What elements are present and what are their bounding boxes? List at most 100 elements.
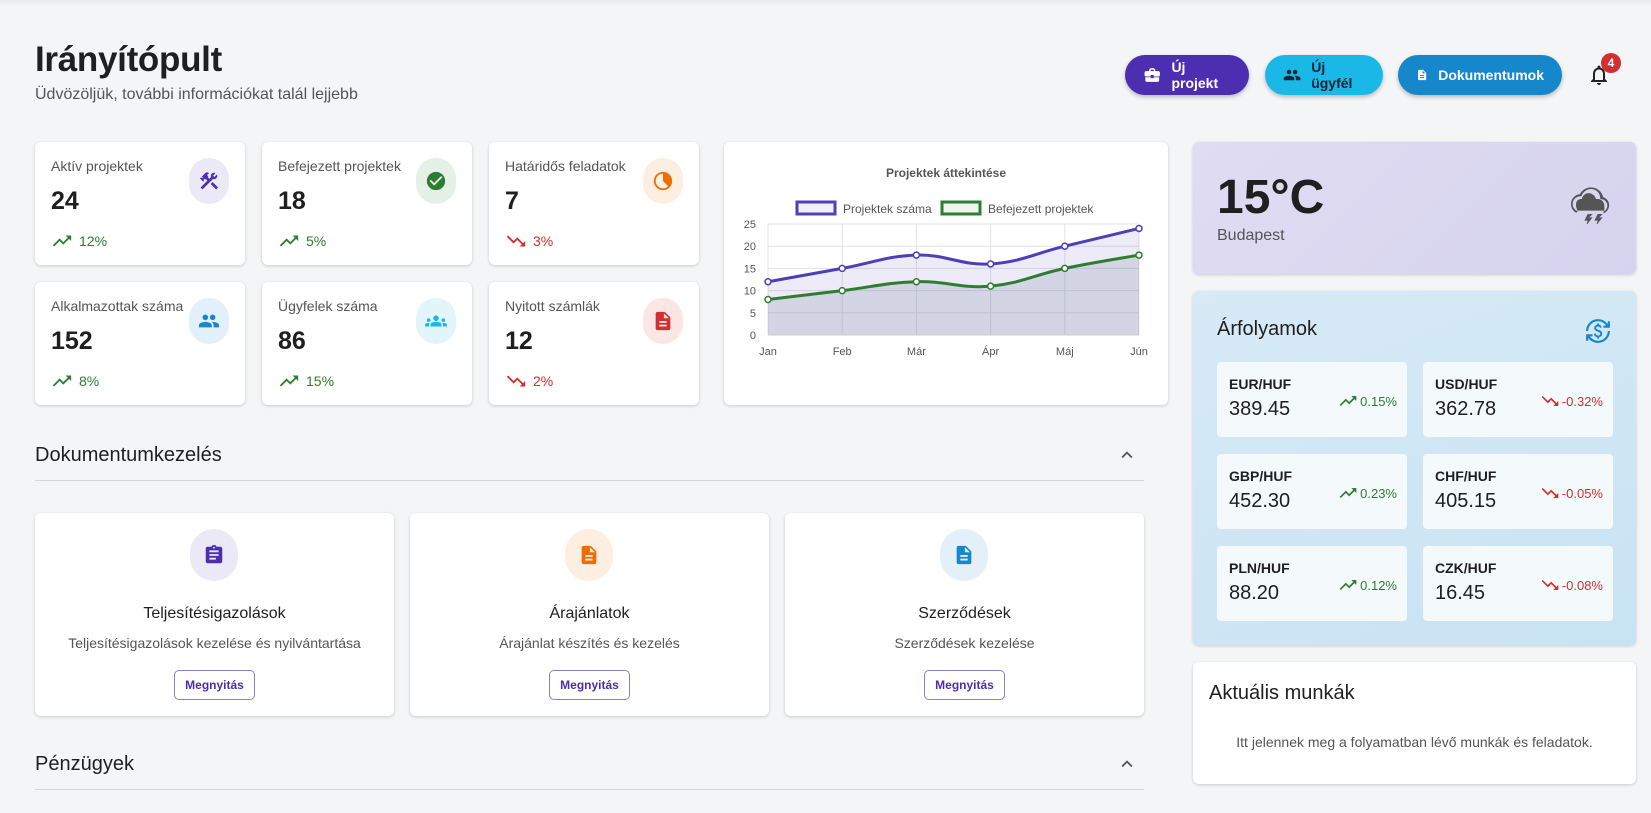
new-project-button[interactable]: Új projekt bbox=[1125, 55, 1249, 95]
rate-change-value: -0.32% bbox=[1561, 393, 1603, 409]
rate-value: 452.30 bbox=[1229, 490, 1291, 512]
check-circle-icon bbox=[426, 171, 446, 191]
stat-value: 12 bbox=[505, 327, 533, 355]
section-divider bbox=[35, 789, 1144, 790]
people-icon bbox=[198, 314, 220, 328]
tools-icon bbox=[199, 172, 219, 190]
series-area bbox=[768, 255, 1139, 335]
people-icon bbox=[1283, 69, 1301, 81]
data-point bbox=[838, 264, 846, 273]
stat-icon-badge bbox=[416, 298, 456, 344]
stat-icon-badge bbox=[643, 298, 683, 344]
trending-down-icon bbox=[1541, 396, 1559, 406]
rate-change-value: 0.15% bbox=[1360, 393, 1397, 409]
doc-card-contracts: Szerződések Szerződések kezelése Megnyit… bbox=[785, 513, 1144, 716]
rate-pair: USD/HUF bbox=[1435, 376, 1498, 392]
rate-change: -0.32% bbox=[1540, 391, 1603, 411]
open-button[interactable]: Megnyitás bbox=[549, 670, 630, 700]
documents-label: Dokumentumok bbox=[1438, 67, 1544, 83]
y-tick-label: 10 bbox=[744, 286, 756, 298]
exchange-rates-card: Árfolyamok EUR/HUF 389.45 0.15% USD/HUF … bbox=[1193, 291, 1636, 645]
trending-down-icon bbox=[1541, 580, 1559, 590]
new-client-button[interactable]: Új ügyfél bbox=[1265, 55, 1383, 95]
stat-trend: 5% bbox=[278, 230, 326, 252]
stat-value: 18 bbox=[278, 187, 306, 215]
open-button[interactable]: Megnyitás bbox=[174, 670, 255, 700]
y-tick-label: 25 bbox=[744, 219, 756, 231]
data-point bbox=[912, 277, 921, 286]
trending-up-icon bbox=[1339, 396, 1357, 406]
data-point bbox=[1061, 242, 1069, 250]
section-title-finance: Pénzügyek bbox=[35, 753, 134, 775]
rate-value: 362.78 bbox=[1435, 398, 1497, 420]
weather-city: Budapest bbox=[1217, 227, 1285, 244]
x-tick-label: Máj bbox=[1056, 346, 1074, 358]
chevron-up-icon bbox=[1121, 760, 1133, 768]
open-button[interactable]: Megnyitás bbox=[924, 670, 1005, 700]
x-tick-label: Ápr bbox=[982, 345, 999, 358]
group-icon bbox=[425, 315, 447, 327]
stat-icon-badge bbox=[189, 158, 229, 204]
rate-card-usd: USD/HUF 362.78 -0.32% bbox=[1423, 362, 1613, 437]
refresh-currency-button[interactable] bbox=[1585, 318, 1611, 344]
top-shadow bbox=[0, 0, 1651, 6]
briefcase-icon bbox=[1144, 68, 1160, 82]
rate-pair: CHF/HUF bbox=[1435, 468, 1497, 484]
y-tick-label: 15 bbox=[744, 263, 756, 275]
stat-trend: 15% bbox=[278, 370, 334, 392]
rate-pair: PLN/HUF bbox=[1229, 560, 1290, 576]
doc-card-title: Árajánlatok bbox=[549, 605, 630, 622]
trending-down-icon bbox=[1541, 488, 1559, 498]
stat-card-deadline-tasks: Határidős feladatok 7 3% bbox=[489, 142, 699, 265]
rate-value: 405.15 bbox=[1435, 490, 1497, 512]
timer-icon bbox=[653, 171, 673, 191]
y-tick-label: 5 bbox=[750, 308, 756, 320]
rate-pair: EUR/HUF bbox=[1229, 376, 1292, 392]
stat-value: 24 bbox=[51, 187, 79, 215]
rate-card-pln: PLN/HUF 88.20 0.12% bbox=[1217, 546, 1407, 621]
rate-change: -0.05% bbox=[1540, 483, 1603, 503]
current-jobs-empty-text: Itt jelennek meg a folyamatban lévő munk… bbox=[1236, 734, 1593, 750]
series-area bbox=[768, 228, 1139, 335]
data-point bbox=[764, 295, 772, 304]
section-title-documents: Dokumentumkezelés bbox=[35, 444, 222, 466]
stat-change: 5% bbox=[306, 233, 327, 249]
x-tick-label: Feb bbox=[833, 346, 852, 358]
stat-card-employees: Alkalmazottak száma 152 8% bbox=[35, 282, 245, 405]
stat-change: 2% bbox=[533, 373, 554, 389]
document-icon bbox=[1418, 69, 1427, 81]
rate-pair: GBP/HUF bbox=[1229, 468, 1292, 484]
stat-trend: 12% bbox=[51, 230, 107, 252]
stat-change: 8% bbox=[79, 373, 100, 389]
data-point bbox=[1135, 251, 1143, 259]
clipboard-icon bbox=[205, 544, 223, 564]
notifications-button[interactable] bbox=[1587, 63, 1611, 87]
rate-card-czk: CZK/HUF 16.45 -0.08% bbox=[1423, 546, 1613, 621]
rate-change-value: 0.12% bbox=[1360, 577, 1397, 593]
data-point bbox=[1135, 224, 1143, 233]
collapse-documents-button[interactable] bbox=[1116, 444, 1138, 466]
rate-change-value: 0.23% bbox=[1360, 485, 1397, 501]
stat-icon-badge bbox=[643, 158, 683, 204]
x-tick-label: Jún bbox=[1130, 346, 1148, 358]
rate-card-eur: EUR/HUF 389.45 0.15% bbox=[1217, 362, 1407, 437]
stat-trend: 8% bbox=[51, 370, 99, 392]
rate-change-value: -0.05% bbox=[1561, 485, 1603, 501]
invoice-icon bbox=[655, 311, 671, 331]
doc-card-description: Teljesítésigazolások kezelése és nyilván… bbox=[68, 635, 361, 651]
data-point bbox=[1061, 264, 1069, 273]
doc-icon-badge bbox=[565, 529, 613, 581]
page-title: Irányítópult bbox=[35, 40, 222, 79]
weather-temperature: 15°C bbox=[1217, 171, 1325, 224]
projects-overview-chart-card: Projektek áttekintése Projektek száma Befe… bbox=[724, 142, 1168, 405]
collapse-finance-button[interactable] bbox=[1116, 753, 1138, 775]
stat-label: Befejezett projektek bbox=[278, 158, 401, 174]
rate-change: -0.08% bbox=[1540, 575, 1603, 595]
weather-card: 15°C Budapest bbox=[1193, 142, 1636, 274]
documents-button[interactable]: Dokumentumok bbox=[1398, 55, 1562, 95]
data-point bbox=[838, 286, 846, 295]
rate-value: 88.20 bbox=[1229, 582, 1280, 604]
data-point bbox=[986, 282, 995, 290]
rate-change: 0.12% bbox=[1338, 575, 1397, 595]
doc-card-title: Teljesítésigazolások bbox=[143, 605, 286, 622]
